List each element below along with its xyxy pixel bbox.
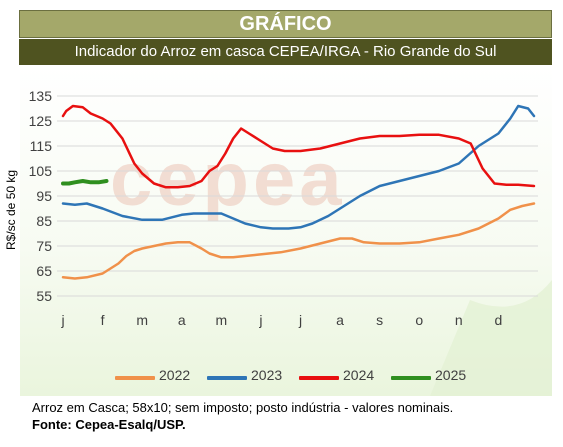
- x-tick-label-3: m: [136, 312, 148, 328]
- legend-label-2024: 2024: [343, 367, 375, 383]
- x-tick-label-2: f: [101, 312, 105, 328]
- series-line-2025: [61, 179, 109, 186]
- x-tick-label-7: j: [298, 312, 302, 328]
- y-tick-label-135: 135: [29, 88, 53, 104]
- series-line-2024: [61, 104, 536, 189]
- legend-swatch-2025: [391, 376, 431, 380]
- y-axis-tick-labels: 55 65 75 85 95 105 115 125 135: [29, 88, 53, 304]
- background-decoration: [430, 280, 552, 396]
- chart-banner-title: GRÁFICO: [19, 10, 552, 38]
- x-tick-label-1: j: [60, 312, 64, 328]
- x-tick-label-9: s: [376, 312, 383, 328]
- y-tick-label-85: 85: [36, 213, 52, 229]
- legend-swatch-2024: [299, 376, 339, 380]
- source-note: Fonte: Cepea-Esalq/USP.: [32, 417, 186, 432]
- chart-banner-subtitle: Indicador do Arroz em casca CEPEA/IRGA -…: [19, 39, 552, 65]
- x-tick-label-4: a: [178, 312, 186, 328]
- series-lines: [61, 104, 536, 280]
- y-tick-label-105: 105: [29, 163, 53, 179]
- x-tick-label-12: d: [495, 312, 503, 328]
- legend-swatch-2022: [115, 376, 155, 380]
- x-tick-label-8: a: [336, 312, 344, 328]
- footnote: Arroz em Casca; 58x10; sem imposto; post…: [32, 400, 454, 415]
- series-line-2023: [61, 104, 536, 230]
- y-tick-label-95: 95: [36, 188, 52, 204]
- legend-label-2022: 2022: [159, 367, 191, 383]
- x-tick-label-5: m: [215, 312, 227, 328]
- y-tick-label-115: 115: [30, 138, 53, 154]
- y-tick-label-65: 65: [36, 263, 52, 279]
- legend-swatch-2023: [207, 376, 247, 380]
- y-tick-label-125: 125: [29, 113, 53, 129]
- x-tick-label-6: j: [258, 312, 262, 328]
- series-line-2022: [61, 202, 536, 280]
- legend-label-2025: 2025: [435, 367, 467, 383]
- y-tick-label-55: 55: [36, 288, 52, 304]
- x-tick-label-10: o: [415, 312, 423, 328]
- legend-label-2023: 2023: [251, 367, 283, 383]
- y-axis-label: R$/sc de 50 kg: [4, 169, 18, 250]
- y-tick-label-75: 75: [36, 238, 52, 254]
- gridlines: [57, 95, 538, 297]
- x-tick-label-11: n: [455, 312, 463, 328]
